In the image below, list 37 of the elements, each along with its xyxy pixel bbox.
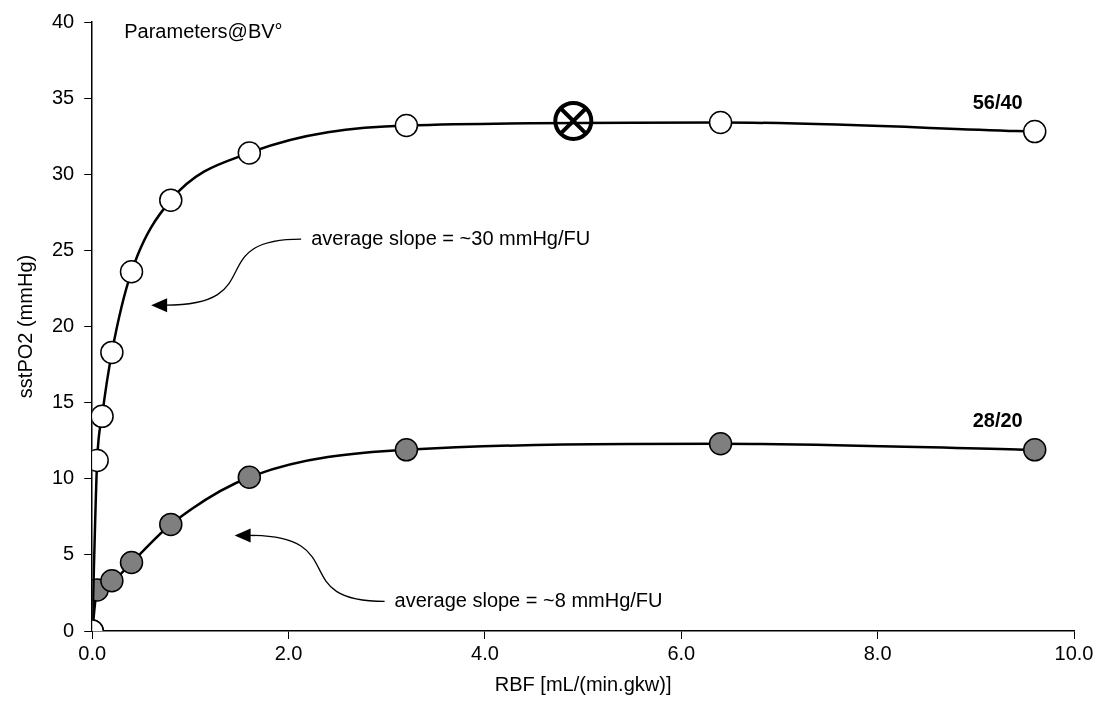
point bbox=[100, 340, 124, 365]
x-axis-title: RBF [mL/(min.gkw)] bbox=[494, 672, 672, 695]
point bbox=[237, 141, 262, 165]
y-axis-title: sstPO2 (mmHg) bbox=[13, 254, 36, 399]
x-tick-label: 4.0 bbox=[471, 641, 499, 664]
point bbox=[708, 110, 733, 135]
point bbox=[1022, 119, 1047, 144]
series-label: 28/20 bbox=[972, 409, 1023, 432]
x-tick-label: 0.0 bbox=[78, 641, 107, 664]
x-tick-label: 10.0 bbox=[1054, 641, 1094, 664]
y-tick-label: 5 bbox=[63, 542, 75, 565]
x-tick-label: 8.0 bbox=[863, 641, 892, 664]
y-tick-label: 0 bbox=[63, 618, 75, 641]
point bbox=[237, 465, 262, 489]
point bbox=[394, 113, 419, 138]
annotation: average slope = ~8 mmHg/FU bbox=[394, 588, 663, 611]
point bbox=[100, 569, 124, 593]
point bbox=[394, 438, 419, 462]
point bbox=[119, 259, 144, 284]
point bbox=[553, 100, 594, 141]
y-tick-label: 35 bbox=[52, 85, 75, 108]
point bbox=[159, 512, 183, 537]
point bbox=[159, 188, 183, 212]
point bbox=[708, 431, 733, 456]
y-tick-label: 15 bbox=[52, 390, 75, 413]
point bbox=[1022, 438, 1047, 462]
y-tick-label: 20 bbox=[52, 314, 75, 337]
x-tick-label: 2.0 bbox=[274, 641, 303, 664]
y-tick-label: 30 bbox=[52, 161, 75, 184]
y-tick-label: 25 bbox=[52, 237, 75, 260]
y-tick-label: 40 bbox=[52, 9, 75, 32]
point bbox=[119, 550, 144, 575]
annotation: average slope = ~30 mmHg/FU bbox=[311, 226, 591, 249]
series-label: 56/40 bbox=[972, 91, 1023, 114]
y-tick-label: 10 bbox=[52, 466, 75, 489]
annotation: Parameters@BV° bbox=[124, 19, 283, 42]
x-tick-label: 6.0 bbox=[667, 641, 696, 664]
